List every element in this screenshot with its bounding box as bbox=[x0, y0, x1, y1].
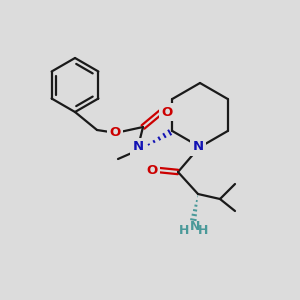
Text: H: H bbox=[198, 224, 208, 236]
Text: O: O bbox=[161, 106, 172, 118]
Text: N: N bbox=[132, 140, 144, 154]
Text: N: N bbox=[192, 140, 204, 154]
Text: O: O bbox=[110, 125, 121, 139]
Text: N: N bbox=[190, 220, 200, 233]
Text: O: O bbox=[110, 125, 121, 139]
Text: N: N bbox=[192, 140, 204, 154]
Text: O: O bbox=[146, 164, 158, 176]
Text: H: H bbox=[179, 224, 189, 236]
Text: O: O bbox=[161, 106, 172, 118]
Text: O: O bbox=[146, 164, 158, 176]
Text: N: N bbox=[132, 140, 144, 154]
